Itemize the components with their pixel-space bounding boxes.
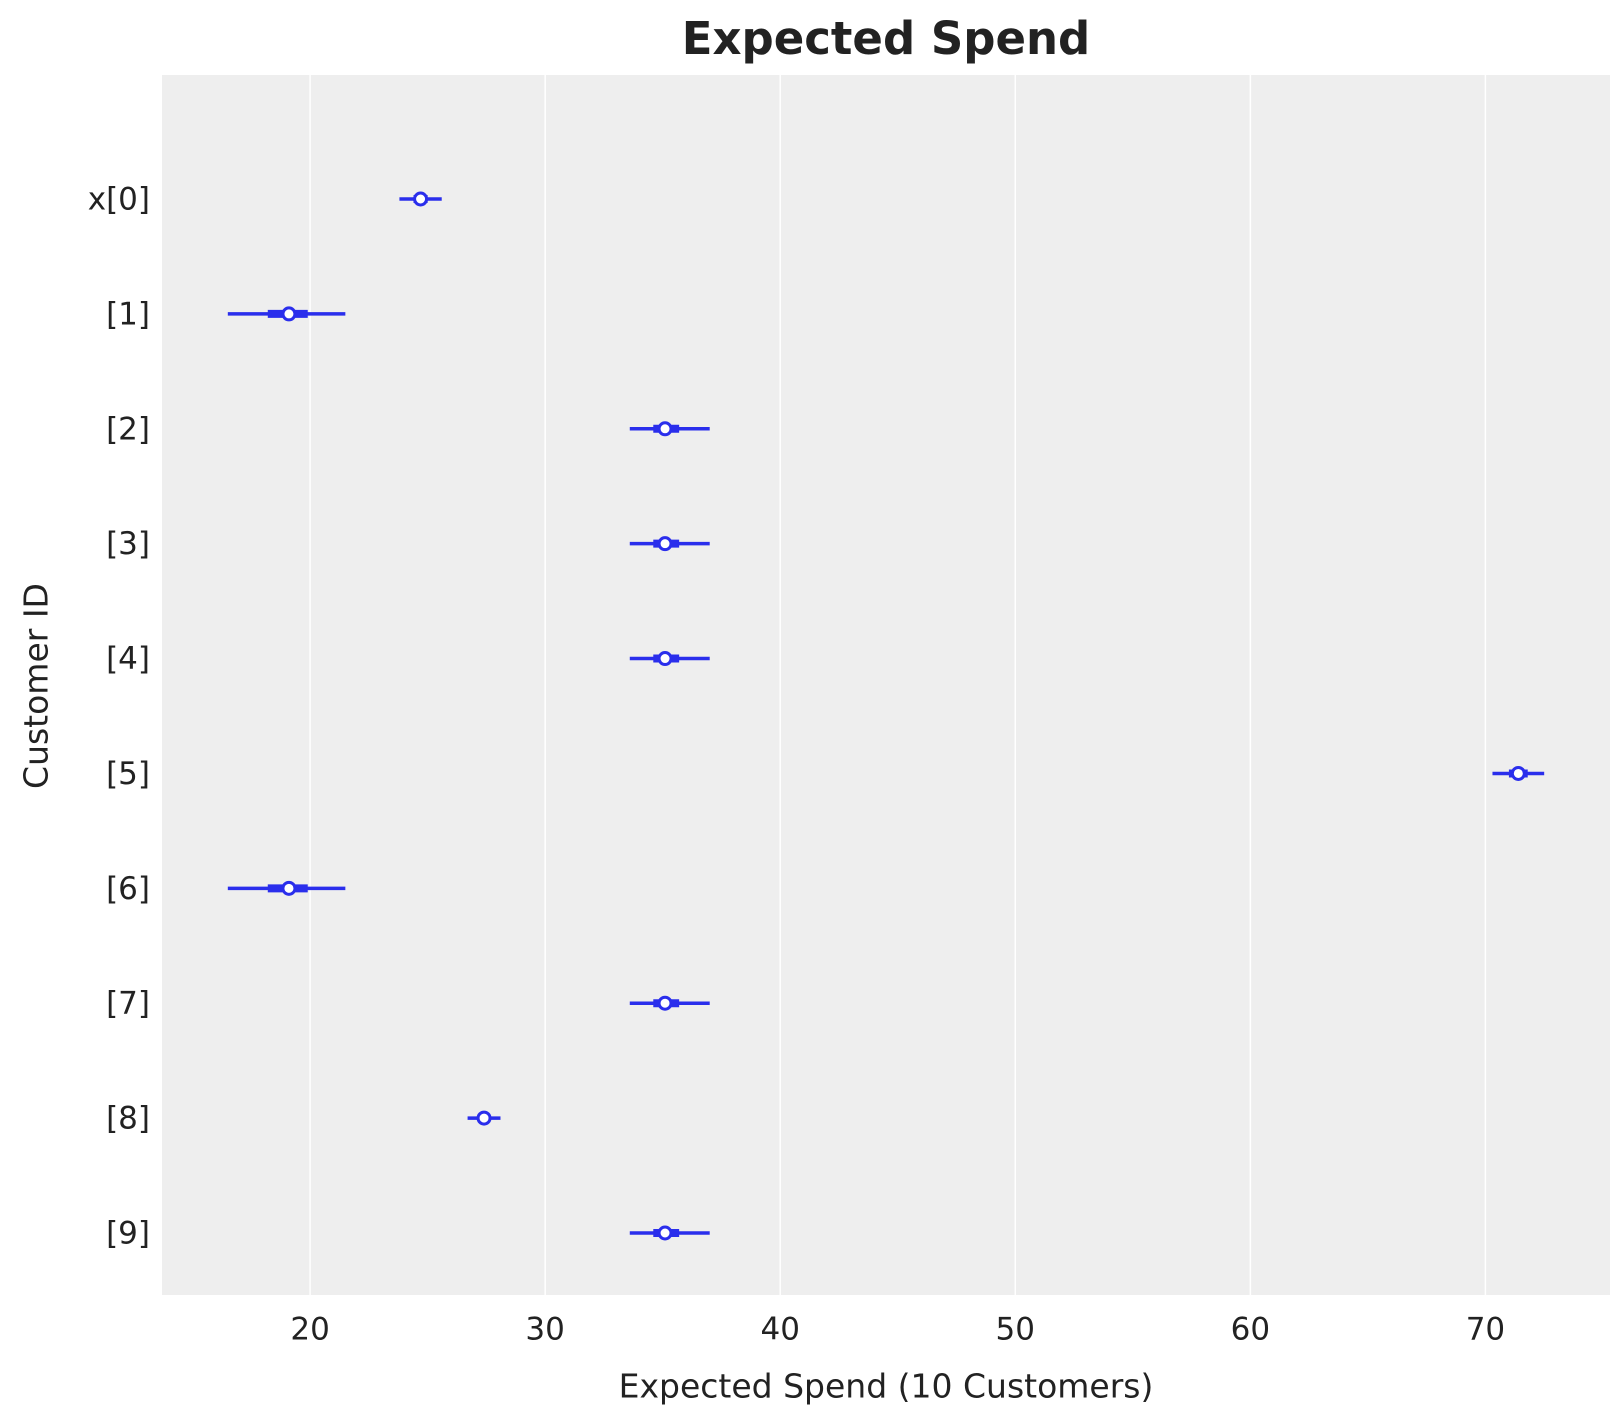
y-tick-label: [5] — [106, 756, 150, 792]
x-tick-label: 50 — [996, 1312, 1035, 1348]
x-tick-label: 20 — [290, 1312, 329, 1348]
x-axis-title: Expected Spend (10 Customers) — [619, 1367, 1154, 1406]
y-axis-title: Customer ID — [17, 583, 56, 789]
y-tick-label: [7] — [106, 986, 150, 1022]
x-tick-label: 40 — [760, 1312, 799, 1348]
median-point — [281, 880, 297, 896]
y-tick-label: [9] — [106, 1216, 150, 1252]
y-tick-label: x[0] — [88, 182, 150, 218]
median-point — [657, 1225, 673, 1241]
y-tick-label: [2] — [106, 411, 150, 447]
median-point — [657, 651, 673, 667]
y-tick-label: [6] — [106, 871, 150, 907]
x-tick-label: 30 — [525, 1312, 564, 1348]
median-point — [657, 421, 673, 437]
x-tick-label: 60 — [1231, 1312, 1270, 1348]
y-tick-label: [1] — [106, 296, 150, 332]
y-tick-label: [8] — [106, 1101, 150, 1137]
median-point — [281, 306, 297, 322]
median-point — [657, 995, 673, 1011]
plot-area — [162, 75, 1610, 1295]
x-tick-label: 70 — [1466, 1312, 1505, 1348]
y-tick-label: [4] — [106, 641, 150, 677]
median-point — [413, 191, 429, 207]
median-point — [1510, 765, 1526, 781]
median-point — [657, 536, 673, 552]
median-point — [476, 1110, 492, 1126]
y-tick-label: [3] — [106, 526, 150, 562]
chart-title: Expected Spend — [682, 12, 1090, 65]
